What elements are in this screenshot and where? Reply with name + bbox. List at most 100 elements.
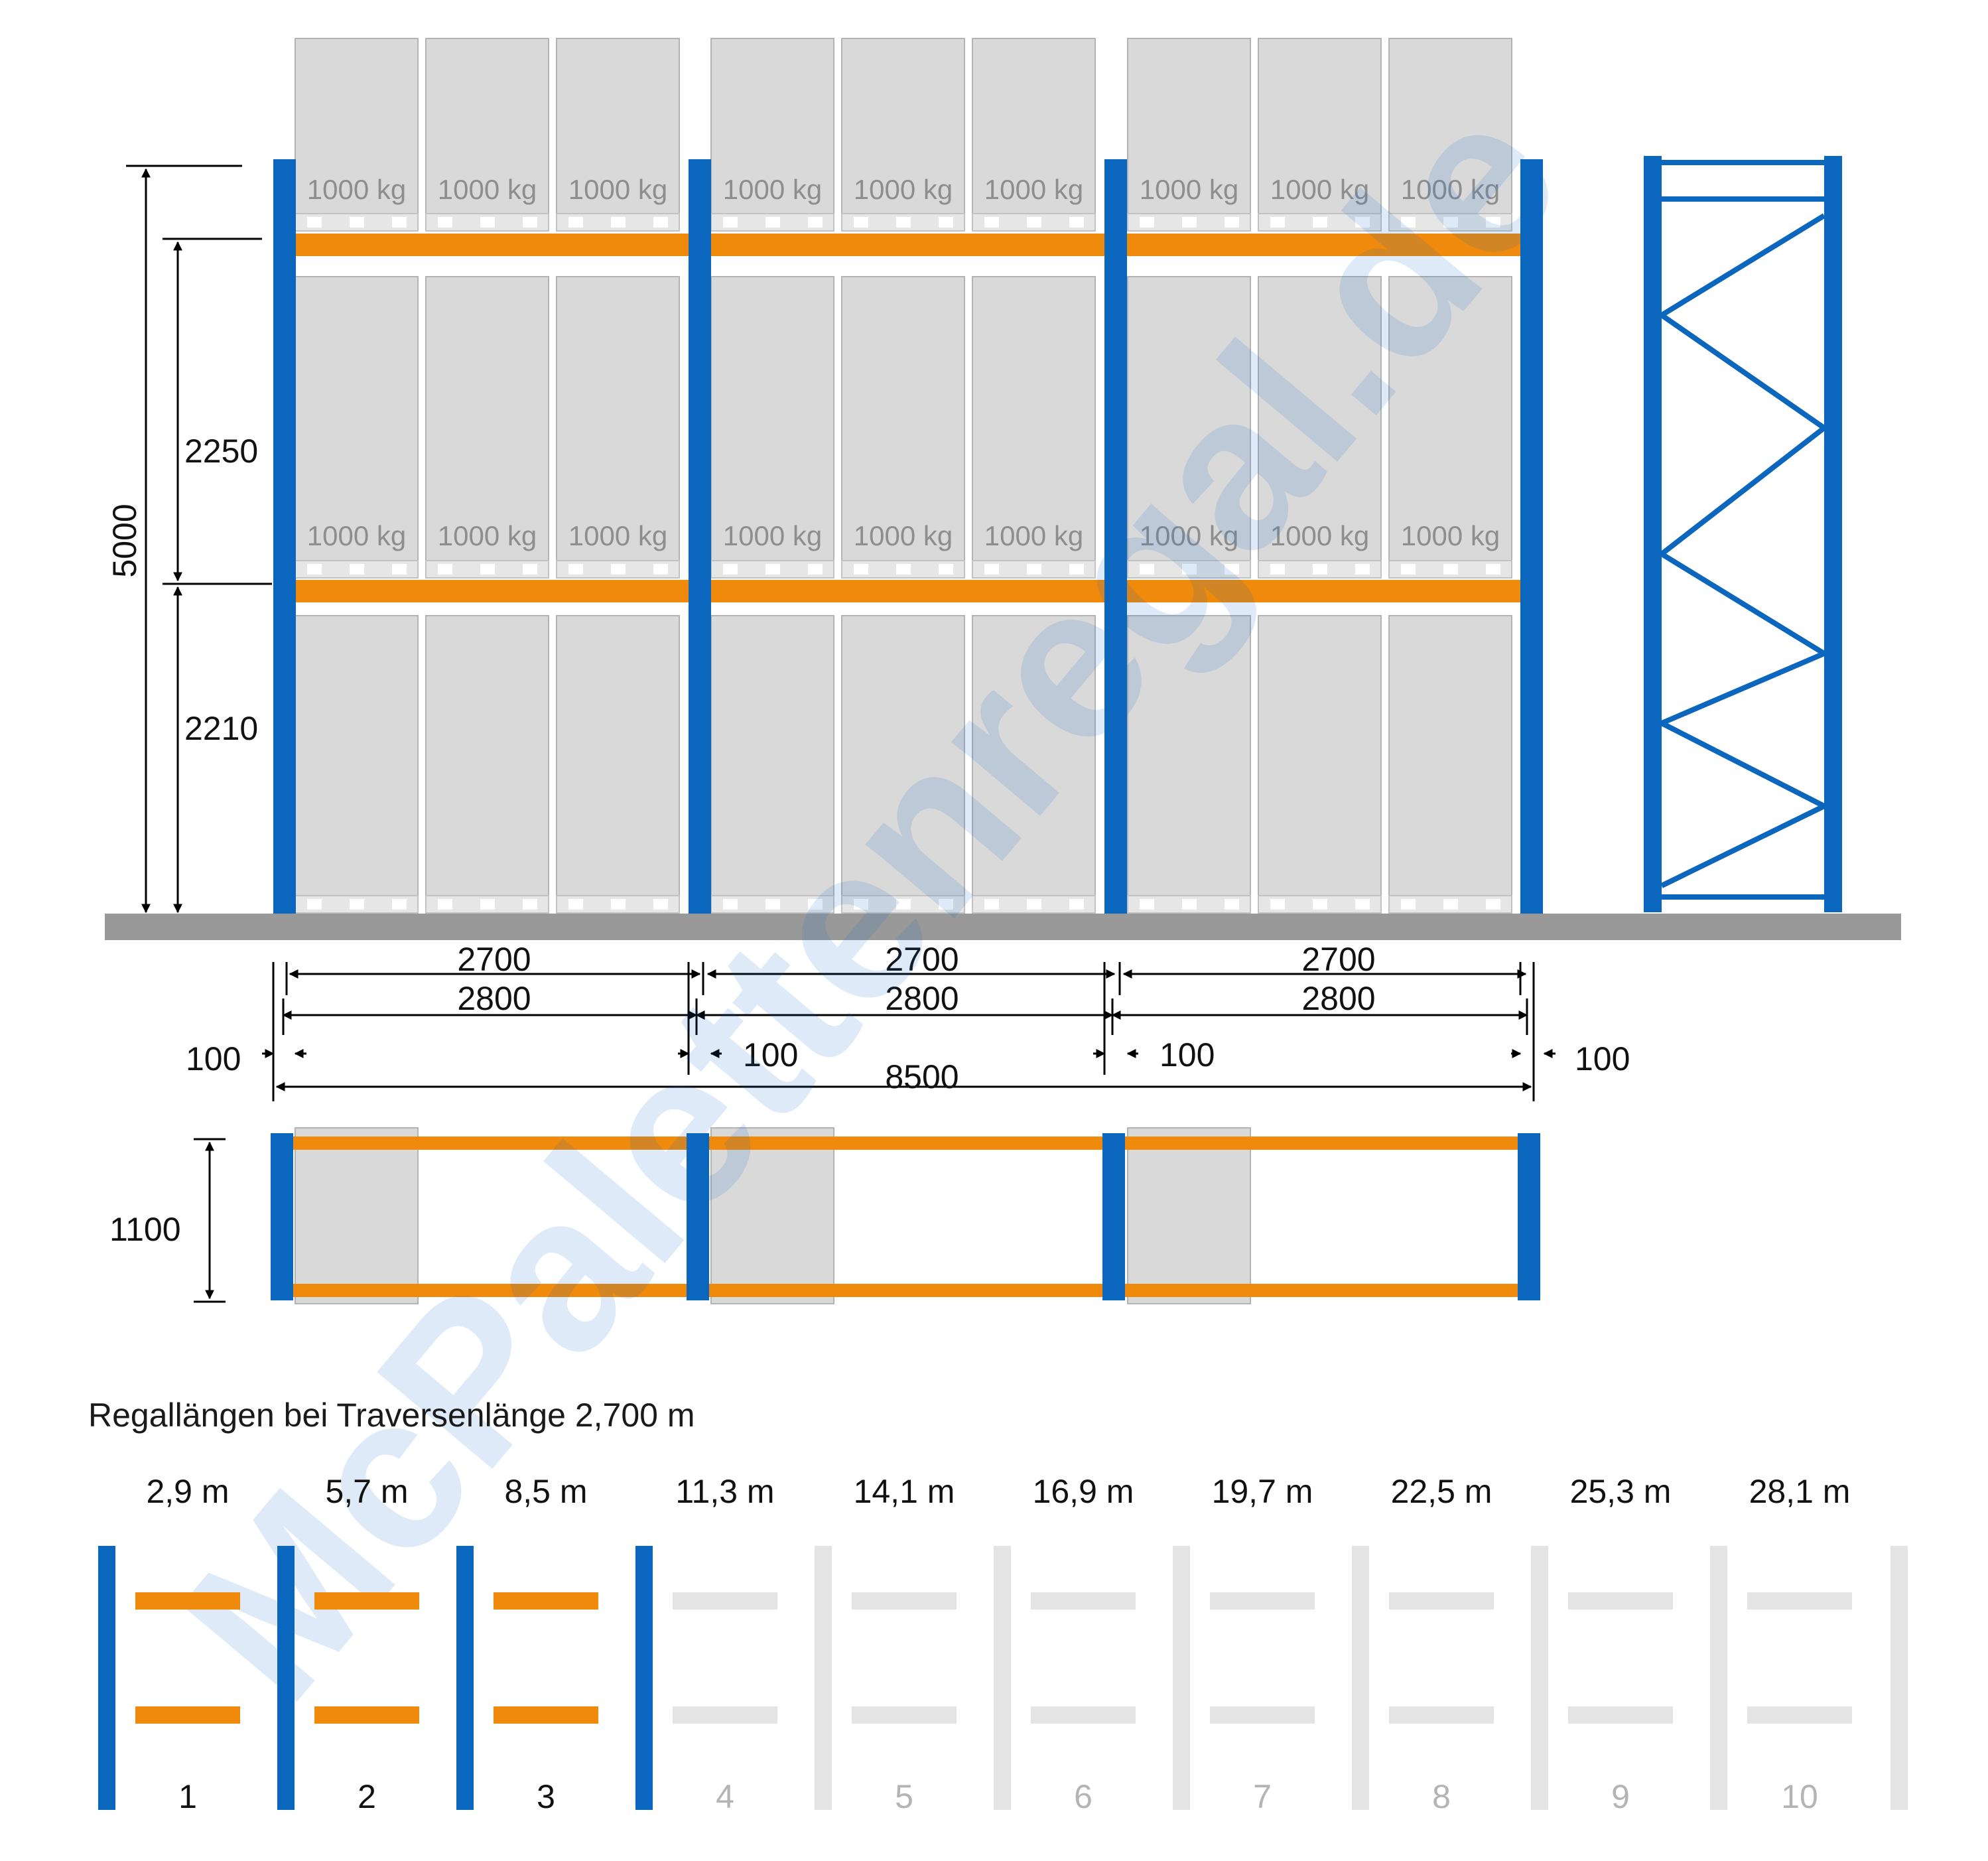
- pallet-base-gap: [480, 564, 495, 575]
- pallet-load: [1388, 38, 1512, 214]
- pallet-base-gap: [1443, 564, 1458, 575]
- pallet-top: [295, 1127, 419, 1304]
- pallet-base-gap: [1313, 564, 1327, 575]
- legend-upright: [1173, 1546, 1190, 1810]
- pallet-load: [710, 38, 834, 214]
- legend-beam-upper: [135, 1592, 240, 1610]
- load-label: 1000 kg: [1401, 174, 1500, 205]
- pallet-load: [1258, 38, 1382, 214]
- load-label: 1000 kg: [307, 520, 406, 551]
- beam-top: [290, 1284, 695, 1297]
- upright-top: [1518, 1133, 1540, 1300]
- pallet-base-gap: [1270, 217, 1285, 228]
- pallet-base-gap: [438, 217, 452, 228]
- pallet-base-gap: [1225, 564, 1239, 575]
- dim-beam-length-2: 2700: [885, 941, 959, 978]
- upright-top: [1102, 1133, 1125, 1300]
- pallet-base-gap: [1355, 217, 1370, 228]
- pallet-base-gap: [896, 217, 911, 228]
- pallet-load: [556, 615, 680, 896]
- pallet-load: [710, 276, 834, 561]
- pallet-base-gap: [1140, 217, 1154, 228]
- legend-beam-lower: [852, 1706, 957, 1724]
- load-label: 1000 kg: [438, 174, 537, 205]
- frame-diagonal: [1660, 651, 1825, 726]
- pallet-base-gap: [1182, 217, 1197, 228]
- legend-upright: [98, 1546, 115, 1810]
- pallet-base-gap: [1270, 564, 1285, 575]
- pallet-base-gap: [939, 899, 953, 910]
- legend-length-label: 22,5 m: [1391, 1473, 1492, 1510]
- pallet-base-gap: [1027, 899, 1041, 910]
- legend-beam-upper: [1389, 1592, 1494, 1610]
- legend-beam-lower: [1031, 1706, 1136, 1724]
- pallet-load: [425, 276, 549, 561]
- rack-top-view: [271, 1127, 1540, 1304]
- legend-upright: [1531, 1546, 1548, 1810]
- pallet-base-gap: [1313, 899, 1327, 910]
- legend-length-label: 25,3 m: [1570, 1473, 1672, 1510]
- pallet-load: [295, 38, 419, 214]
- pallet-base-gap: [392, 564, 407, 575]
- legend-bay-number: 7: [1253, 1778, 1272, 1815]
- pallet-base-gap: [765, 899, 780, 910]
- upright: [1520, 159, 1543, 914]
- pallet-base-gap: [939, 564, 953, 575]
- pallet-base-gap: [1182, 564, 1197, 575]
- beam-top: [706, 1137, 1110, 1150]
- legend-bay-number: 1: [178, 1778, 197, 1815]
- pallet-base-gap: [984, 899, 999, 910]
- pallet-base-gap: [1069, 564, 1084, 575]
- pallet-load: [1127, 615, 1251, 896]
- pallet-load: [556, 38, 680, 214]
- pallet-load: [710, 615, 834, 896]
- legend-bay-number: 2: [358, 1778, 376, 1815]
- frame-diagonal: [1660, 425, 1826, 557]
- load-label: 1000 kg: [307, 174, 406, 205]
- load-label: 1000 kg: [568, 520, 667, 551]
- pallet-base-gap: [765, 564, 780, 575]
- legend-length-label: 5,7 m: [325, 1473, 408, 1510]
- dim-bay-length-3: 2800: [1301, 980, 1375, 1017]
- pallet-base-gap: [523, 217, 537, 228]
- legend-beam-upper: [314, 1592, 419, 1610]
- pallet-base-gap: [1443, 899, 1458, 910]
- frame-diagonal: [1660, 312, 1826, 431]
- pallet-base-gap: [1486, 564, 1500, 575]
- legend-beam-lower: [673, 1706, 777, 1724]
- pallet-base-gap: [765, 217, 780, 228]
- frame-diagonal: [1660, 721, 1825, 809]
- legend-bay-number: 4: [716, 1778, 734, 1815]
- pallet-base-gap: [350, 217, 364, 228]
- beam: [290, 234, 695, 256]
- pallet-base-gap: [1486, 217, 1500, 228]
- frame-diagonal: [1660, 551, 1826, 656]
- upright-top: [687, 1133, 709, 1300]
- legend-bay-number: 6: [1074, 1778, 1093, 1815]
- pallet-top: [1127, 1127, 1251, 1304]
- pallet-base-gap: [984, 217, 999, 228]
- legend-length-label: 14,1 m: [854, 1473, 955, 1510]
- frame-post-right: [1824, 156, 1842, 912]
- beam-top: [290, 1137, 695, 1150]
- load-label: 1000 kg: [723, 174, 822, 205]
- legend-beam-upper: [852, 1592, 957, 1610]
- pallet-base-gap: [984, 564, 999, 575]
- pallet-load: [841, 276, 965, 561]
- pallet-base-gap: [307, 217, 322, 228]
- pallet-base-gap: [523, 564, 537, 575]
- pallet-base-gap: [568, 899, 583, 910]
- legend-length-label: 2,9 m: [146, 1473, 229, 1510]
- pallet-base-gap: [1355, 899, 1370, 910]
- pallet-base-gap: [1401, 217, 1416, 228]
- dim-end-spacing-1: 100: [186, 1040, 241, 1077]
- bay-length-legend: 2,9 m 1 5,7 m 2 8,5 m 3 11,3 m 4 14,1 m 5 16,9 m 6 1…: [98, 1473, 1908, 1815]
- pallet-base-gap: [480, 217, 495, 228]
- load-label: 1000 kg: [854, 520, 953, 551]
- pallet-load: [1258, 276, 1382, 561]
- pallet-base-gap: [1225, 217, 1239, 228]
- pallet-base-gap: [939, 217, 953, 228]
- load-label: 1000 kg: [723, 520, 822, 551]
- pallet-load: [425, 615, 549, 896]
